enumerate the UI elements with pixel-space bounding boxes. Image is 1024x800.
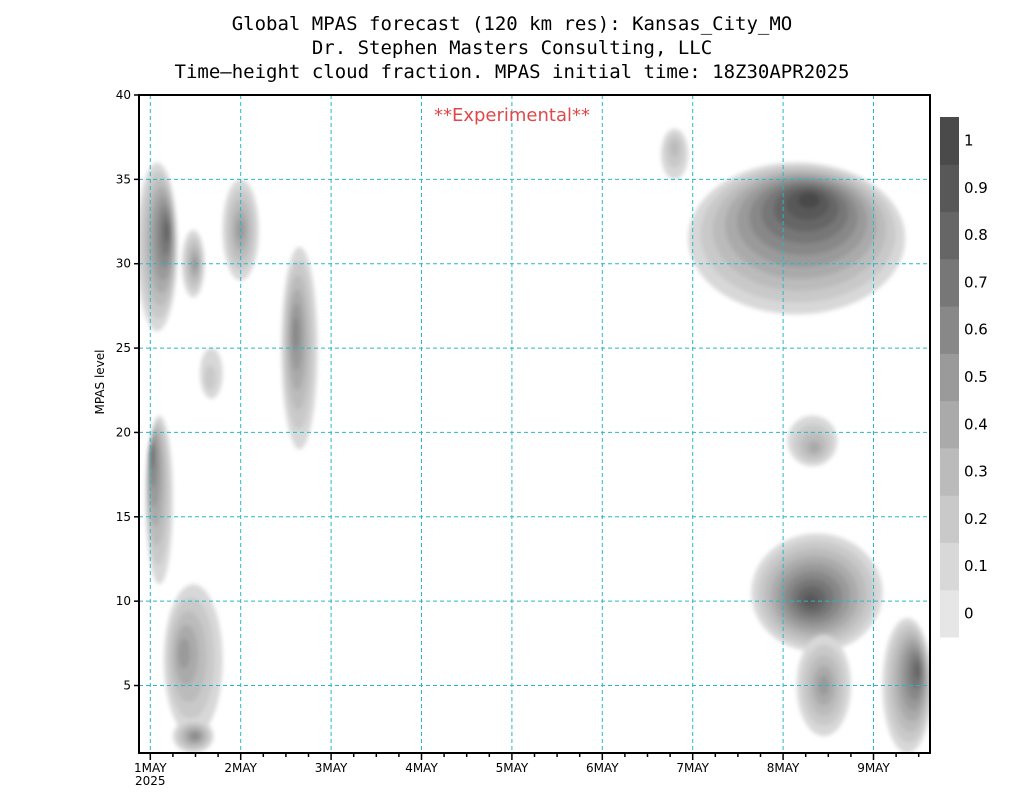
cloud-region-low-8.5may [796, 634, 851, 737]
cloud-region-low-8may [751, 533, 883, 652]
chart-subtitle-2: Time—height cloud fraction. MPAS initial… [174, 61, 850, 83]
x-tick-label: 4MAY [405, 761, 438, 775]
cloud-region-upper-7-9may [688, 162, 906, 315]
colorbar-swatch [940, 400, 959, 449]
colorbar-label: 0.6 [964, 321, 988, 339]
cloud-contour [803, 593, 819, 607]
cloud-region-bottom-1.6may [172, 719, 214, 753]
chart-title: Global MPAS forecast (120 km res): Kansa… [231, 13, 793, 35]
x-tick-label: 8MAY [767, 761, 800, 775]
cloud-contour [798, 192, 820, 209]
x-tick-label: 2MAY [224, 761, 257, 775]
colorbar-label: 0.2 [964, 510, 988, 528]
cloud-contour [914, 662, 921, 680]
y-axis-label: MPAS level [93, 350, 107, 415]
colorbar-label: 0.8 [964, 226, 988, 244]
cloud-contour [670, 139, 680, 157]
y-tick-label: 10 [116, 594, 131, 608]
x-tick-label: 9MAY [857, 761, 890, 775]
colorbar-label: 0.1 [964, 557, 988, 575]
colorbar-label: 0 [964, 604, 974, 622]
colorbar-swatch [940, 353, 959, 402]
x-axis: 1MAY 2MAY 3MAY 4MAY 5MAY 6MAY 7MAY 8MAY 9MAY 2025 [134, 753, 920, 788]
cloud-contour [818, 675, 830, 696]
y-tick-label: 25 [116, 341, 131, 355]
cloud-region-low-9.4may [882, 618, 930, 753]
colorbar-swatch [940, 211, 959, 260]
colorbar-swatch [940, 258, 959, 307]
colorbar: 0 0.1 0.2 0.3 0.4 0.5 0.6 0.7 0.8 0.9 1 [940, 117, 988, 638]
cloud-contour [148, 444, 155, 469]
x-tick-label: 1MAY [134, 761, 167, 775]
cloud-region-top-6.8may [661, 128, 689, 180]
colorbar-swatch [940, 447, 959, 496]
colorbar-label: 0.4 [964, 415, 988, 433]
y-tick-label: 20 [116, 425, 131, 439]
colorbar-label: 0.7 [964, 273, 988, 291]
experimental-annotation: **Experimental** [434, 105, 590, 126]
cloud-region-mid-8.2may [787, 415, 838, 467]
x-year-label: 2025 [135, 774, 166, 788]
x-tick-label: 7MAY [676, 761, 709, 775]
x-tick-label: 6MAY [586, 761, 619, 775]
cloud-region-upper-1may [139, 162, 178, 332]
colorbar-swatch [940, 495, 959, 543]
cloud-contour [191, 733, 199, 740]
colorbar-swatch [940, 164, 959, 213]
cloud-contour [292, 317, 299, 351]
y-axis: 5 10 15 20 25 30 35 40 [116, 88, 139, 693]
y-tick-label: 35 [116, 172, 131, 186]
colorbar-label: 0.3 [964, 463, 988, 481]
y-tick-label: 40 [116, 88, 131, 102]
cloud-region-low-1.4may [163, 584, 223, 737]
y-tick-label: 30 [116, 257, 131, 271]
cloud-contour [178, 638, 191, 669]
colorbar-swatch [940, 117, 959, 165]
colorbar-swatch [940, 306, 959, 354]
grid-lines [139, 95, 930, 753]
colorbar-label: 0.5 [964, 368, 988, 386]
cloud-field [139, 128, 930, 753]
chart-subtitle: Dr. Stephen Masters Consulting, LLC [311, 37, 713, 59]
colorbar-swatch [940, 542, 959, 591]
cloud-region-blob-1.6may [200, 348, 223, 399]
colorbar-label: 1 [964, 132, 974, 150]
x-tick-label: 5MAY [496, 761, 529, 775]
cloud-region-mid-2.6may [281, 246, 318, 450]
cloud-contour [163, 221, 170, 243]
cloud-contour [204, 364, 216, 391]
colorbar-label: 0.9 [964, 179, 988, 197]
cloud-region-upper-1may-b [181, 229, 205, 298]
cloud-region-low-1may [145, 415, 173, 585]
x-tick-label: 3MAY [315, 761, 348, 775]
colorbar-swatch [940, 589, 959, 638]
cloud-contour [807, 440, 821, 454]
y-tick-label: 15 [116, 510, 131, 524]
y-tick-label: 5 [123, 679, 131, 693]
